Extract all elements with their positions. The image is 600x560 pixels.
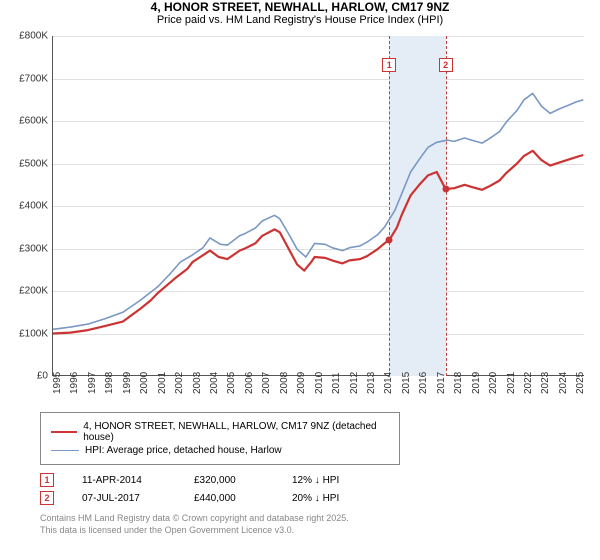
- chart-title: 4, HONOR STREET, NEWHALL, HARLOW, CM17 9…: [0, 0, 600, 14]
- price-point: [386, 237, 393, 244]
- legend: 4, HONOR STREET, NEWHALL, HARLOW, CM17 9…: [40, 412, 400, 465]
- footnote: Contains HM Land Registry data © Crown c…: [40, 513, 600, 536]
- legend-swatch: [51, 431, 77, 433]
- y-axis-label: £100K: [8, 328, 48, 339]
- legend-row: 4, HONOR STREET, NEWHALL, HARLOW, CM17 9…: [51, 421, 389, 443]
- footnote-line: Contains HM Land Registry data © Crown c…: [40, 513, 600, 525]
- y-axis-label: £700K: [8, 73, 48, 84]
- event-id-box: 1: [40, 473, 54, 487]
- event-row: 1 11-APR-2014 £320,000 12% ↓ HPI: [40, 473, 600, 487]
- y-axis-label: £200K: [8, 286, 48, 297]
- legend-swatch: [51, 450, 79, 452]
- y-axis-label: £800K: [8, 31, 48, 42]
- event-row: 2 07-JUL-2017 £440,000 20% ↓ HPI: [40, 491, 600, 505]
- y-axis-label: £300K: [8, 243, 48, 254]
- x-axis-label: 2025: [575, 372, 597, 394]
- event-delta: 12% ↓ HPI: [292, 475, 372, 486]
- y-axis-label: £400K: [8, 201, 48, 212]
- event-table: 1 11-APR-2014 £320,000 12% ↓ HPI 2 07-JUL-201…: [40, 473, 600, 505]
- event-price: £440,000: [194, 493, 264, 504]
- event-price: £320,000: [194, 475, 264, 486]
- y-axis-label: £600K: [8, 116, 48, 127]
- chart-area: £0 £100K £200K £300K £400K £500K £600K £700K £80…: [8, 32, 588, 402]
- series-hpi: [53, 93, 583, 329]
- event-marker: 1: [382, 58, 396, 72]
- price-point: [442, 186, 449, 193]
- legend-label: 4, HONOR STREET, NEWHALL, HARLOW, CM17 9…: [83, 421, 389, 443]
- y-axis-label: £0: [8, 371, 48, 382]
- footnote-line: This data is licensed under the Open Gov…: [40, 525, 600, 537]
- event-marker: 2: [439, 58, 453, 72]
- y-axis-label: £500K: [8, 158, 48, 169]
- event-id-box: 2: [40, 491, 54, 505]
- event-delta: 20% ↓ HPI: [292, 493, 372, 504]
- line-series: [53, 36, 585, 376]
- event-date: 07-JUL-2017: [82, 493, 166, 504]
- plot-area: 12: [52, 36, 584, 376]
- chart-subtitle: Price paid vs. HM Land Registry's House …: [0, 14, 600, 26]
- legend-row: HPI: Average price, detached house, Harl…: [51, 445, 389, 456]
- legend-label: HPI: Average price, detached house, Harl…: [85, 445, 282, 456]
- event-date: 11-APR-2014: [82, 475, 166, 486]
